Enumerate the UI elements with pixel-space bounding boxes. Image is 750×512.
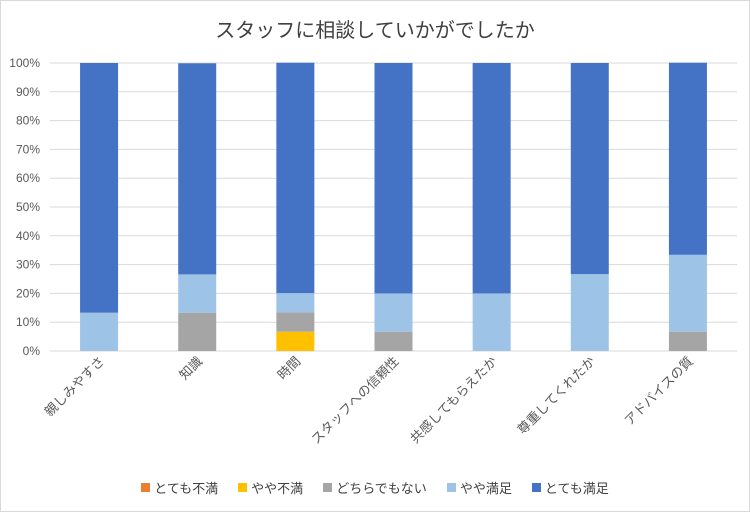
- legend-label: やや不満: [251, 481, 304, 496]
- bar-segment: [570, 63, 609, 275]
- y-tick-label: 20%: [16, 286, 40, 300]
- legend-item: やや不満: [238, 478, 303, 497]
- bar-segment: [472, 293, 511, 351]
- legend-item: やや満足: [446, 478, 512, 497]
- x-tick-label: 尊重してくれたか: [514, 354, 598, 438]
- legend-label: とても満足: [544, 481, 609, 496]
- x-tick-label: 共感してもらえたか: [407, 354, 500, 447]
- bar-segment: [668, 62, 707, 255]
- legend-item: どちらでもない: [323, 478, 427, 497]
- bar-segment: [374, 331, 413, 351]
- bar-segment: [80, 312, 119, 351]
- bar-segment: [178, 63, 217, 275]
- legend-label: どちらでもない: [336, 481, 427, 496]
- y-tick-label: 80%: [16, 114, 40, 128]
- y-tick-label: 10%: [16, 315, 40, 329]
- legend-swatch: [238, 483, 248, 492]
- legend-swatch: [323, 483, 333, 492]
- bar-segment: [472, 63, 511, 294]
- legend-item: とても不満: [141, 478, 218, 497]
- bar-segment: [178, 274, 217, 313]
- x-tick-label: 親しみやすさ: [41, 354, 107, 420]
- legend-swatch: [531, 483, 541, 492]
- bar-segment: [374, 63, 413, 294]
- bar-segment: [276, 293, 315, 313]
- x-tick-label: アドバイスの質: [621, 354, 696, 429]
- y-tick-label: 50%: [16, 200, 40, 214]
- y-tick-label: 40%: [16, 229, 40, 243]
- legend-item: とても満足: [531, 478, 609, 497]
- x-tick-label: スタッフへの信頼性: [308, 354, 401, 447]
- y-tick-label: 0%: [23, 344, 41, 358]
- legend-label: やや満足: [459, 481, 512, 496]
- legend-label: とても不満: [154, 481, 219, 496]
- x-tick-label: 知識: [176, 354, 205, 383]
- legend-swatch: [446, 483, 456, 492]
- bar-segment: [80, 63, 119, 313]
- bar-segment: [276, 331, 315, 351]
- bar-segment: [374, 293, 413, 332]
- bar-segment: [668, 254, 707, 332]
- legend-swatch: [141, 483, 151, 492]
- bar-segment: [276, 62, 315, 294]
- bar-segment: [276, 312, 315, 332]
- bar-segment: [178, 312, 217, 351]
- y-tick-label: 30%: [16, 258, 40, 272]
- y-tick-label: 70%: [16, 142, 40, 156]
- bar-segment: [668, 331, 707, 351]
- legend: とても不満 やや不満 どちらでもない やや満足 とても満足: [0, 478, 750, 497]
- chart-title: スタッフに相談していかがでしたか: [215, 20, 535, 42]
- y-tick-label: 100%: [9, 56, 40, 70]
- y-tick-label: 60%: [16, 171, 40, 185]
- bar-segment: [570, 274, 609, 351]
- x-tick-label: 時間: [274, 354, 303, 383]
- y-tick-label: 90%: [16, 85, 40, 99]
